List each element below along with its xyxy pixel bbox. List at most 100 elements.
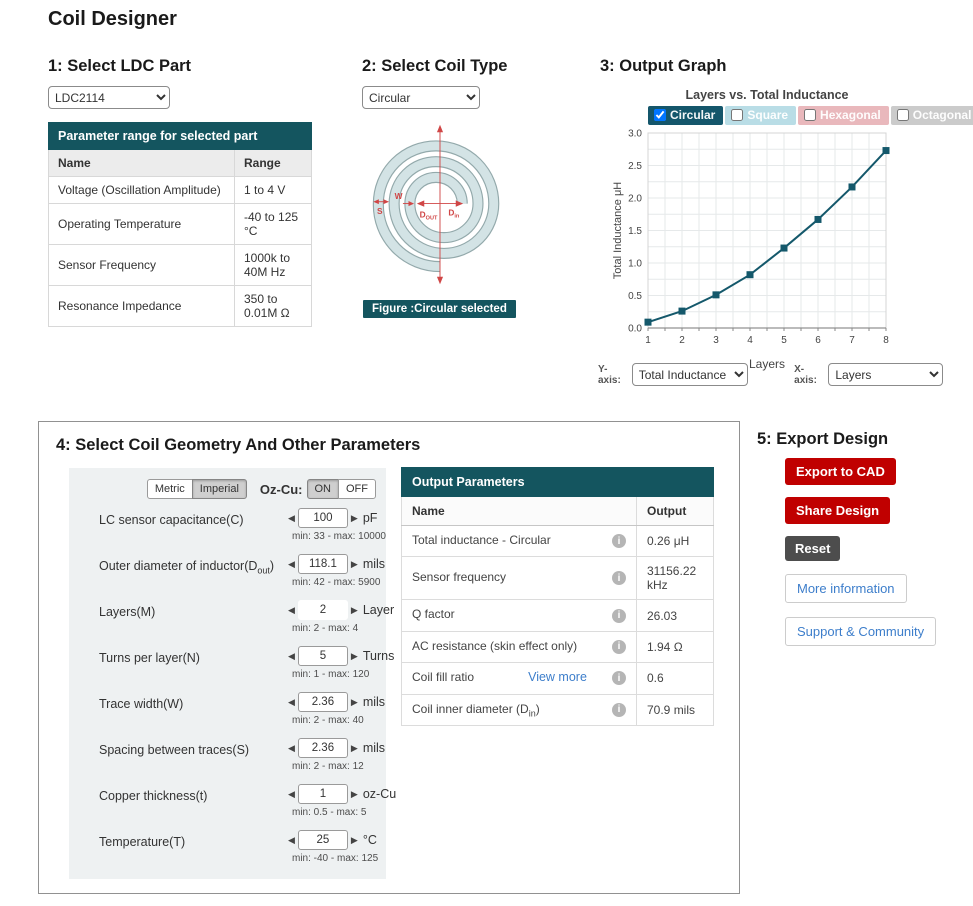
col-header-name: Name (48, 149, 235, 177)
decrement-arrow-icon[interactable]: ◀ (288, 742, 295, 753)
decrement-arrow-icon[interactable]: ◀ (288, 558, 295, 569)
range-hint: min: 42 - max: 5900 (292, 577, 381, 588)
legend-label: Octagonal (912, 108, 972, 122)
increment-arrow-icon[interactable]: ▶ (350, 696, 358, 707)
turns-stepper: ◀ ▶ Turns min: 1 - max: 120 (285, 646, 394, 680)
unit-toggles: Metric Imperial Oz-Cu: ON OFF (69, 479, 376, 499)
table-row: Voltage (Oscillation Amplitude) 1 to 4 V (48, 176, 312, 204)
unit-label: mils (362, 741, 386, 755)
section2-heading: 2: Select Coil Type (362, 57, 508, 75)
increment-arrow-icon[interactable]: ▶ (350, 742, 358, 753)
trace-width-input[interactable] (297, 692, 348, 712)
range-hint: min: -40 - max: 125 (292, 853, 379, 864)
unit-label: Turns (362, 649, 395, 663)
legend-toggle-octagonal[interactable]: Octagonal (890, 106, 973, 125)
unit-label: mils (362, 557, 386, 571)
row-name: Sensor Frequency (48, 244, 235, 286)
dimension-annotations (373, 124, 464, 285)
turns-input[interactable] (297, 646, 348, 666)
export-to-cad-button[interactable]: Export to CAD (785, 458, 896, 485)
parameter-range-table: Parameter range for selected part Name R… (48, 122, 312, 327)
hexagonal-checkbox[interactable] (804, 109, 817, 121)
copper-thickness-input[interactable] (297, 784, 348, 804)
info-icon[interactable]: i (612, 639, 626, 654)
param-label: Temperature(T) (99, 835, 186, 849)
increment-arrow-icon[interactable]: ▶ (350, 558, 358, 569)
share-design-button[interactable]: Share Design (785, 497, 891, 524)
row-name: Resonance Impedance (48, 285, 235, 327)
increment-arrow-icon[interactable]: ▶ (350, 834, 358, 845)
geometry-section: 4: Select Coil Geometry And Other Parame… (38, 421, 740, 894)
increment-arrow-icon[interactable]: ▶ (350, 604, 358, 615)
svg-text:5: 5 (781, 335, 787, 346)
ozcu-off-button[interactable]: OFF (338, 479, 376, 499)
layers-input[interactable] (297, 600, 348, 620)
output-table-title: Output Parameters (401, 467, 714, 497)
info-icon[interactable]: i (612, 671, 626, 686)
row-range: 350 to 0.01M Ω (234, 285, 312, 327)
svg-text:Total Inductance μH: Total Inductance μH (612, 182, 624, 280)
svg-text:2.0: 2.0 (628, 194, 642, 205)
more-information-button[interactable]: More information (785, 574, 907, 603)
info-icon[interactable]: i (612, 702, 626, 717)
support-community-button[interactable]: Support & Community (785, 617, 937, 646)
param-label: Spacing between traces(S) (99, 743, 250, 757)
temperature-input[interactable] (297, 830, 348, 850)
output-parameters-table: Output Parameters Name Output Total indu… (401, 467, 714, 726)
increment-arrow-icon[interactable]: ▶ (350, 788, 358, 799)
decrement-arrow-icon[interactable]: ◀ (288, 650, 295, 661)
increment-arrow-icon[interactable]: ▶ (350, 650, 358, 661)
ldc-part-select[interactable]: LDC2114 (48, 86, 170, 109)
decrement-arrow-icon[interactable]: ◀ (288, 604, 295, 615)
ozcu-on-button[interactable]: ON (306, 479, 339, 499)
param-row-turns: Turns per layer(N) ◀ ▶ Turns min: 1 - ma… (69, 646, 394, 680)
svg-text:6: 6 (815, 335, 821, 346)
copper-thickness-stepper: ◀ ▶ oz-Cu min: 0.5 - max: 5 (285, 784, 396, 818)
decrement-arrow-icon[interactable]: ◀ (288, 512, 295, 523)
svg-text:Din: Din (448, 208, 460, 220)
table-row: Sensor frequency i 31156.22 kHz (401, 556, 714, 601)
reset-button[interactable]: Reset (785, 536, 841, 561)
view-more-link[interactable]: View more (528, 670, 587, 684)
col-header-name: Name (401, 496, 637, 526)
decrement-arrow-icon[interactable]: ◀ (288, 696, 295, 707)
capacitance-input[interactable] (297, 508, 348, 528)
unit-label: pF (362, 511, 378, 525)
metric-button[interactable]: Metric (146, 479, 193, 499)
legend-label: Hexagonal (820, 108, 881, 122)
spacing-input[interactable] (297, 738, 348, 758)
imperial-button[interactable]: Imperial (191, 479, 247, 499)
trace-width-stepper: ◀ ▶ mils min: 2 - max: 40 (285, 692, 385, 726)
decrement-arrow-icon[interactable]: ◀ (288, 834, 295, 845)
outer-diameter-input[interactable] (297, 554, 348, 574)
decrement-arrow-icon[interactable]: ◀ (288, 788, 295, 799)
x-axis-select[interactable]: Layers (828, 363, 943, 386)
y-axis-label: Y-axis: (598, 363, 621, 386)
info-icon[interactable]: i (612, 534, 626, 549)
circular-checkbox[interactable] (654, 109, 666, 121)
increment-arrow-icon[interactable]: ▶ (350, 512, 358, 523)
svg-text:Layers: Layers (749, 357, 785, 371)
y-axis-select[interactable]: Total Inductance (631, 363, 749, 386)
x-axis-label: X-axis: (794, 363, 817, 386)
legend-toggle-square[interactable]: Square (725, 106, 797, 125)
coil-type-select[interactable]: Circular (362, 86, 480, 109)
row-name: Coil fill ratio (412, 670, 475, 685)
legend-toggle-circular[interactable]: Circular (648, 106, 724, 125)
param-label: Copper thickness(t) (99, 789, 208, 803)
row-range: 1000k to 40M Hz (234, 244, 312, 286)
octagonal-checkbox[interactable] (896, 109, 909, 121)
temperature-stepper: ◀ ▶ °C min: -40 - max: 125 (285, 830, 378, 864)
info-icon[interactable]: i (612, 571, 626, 586)
axis-selectors: Y-axis: Total Inductance X-axis: Layers (598, 363, 943, 386)
svg-text:1.0: 1.0 (628, 259, 642, 270)
section3-heading: 3: Output Graph (600, 57, 727, 75)
info-icon[interactable]: i (612, 608, 626, 623)
table-row: Operating Temperature -40 to 125 °C (48, 203, 312, 245)
svg-text:0.5: 0.5 (628, 291, 642, 302)
legend-toggle-hexagonal[interactable]: Hexagonal (798, 106, 889, 125)
table-row: AC resistance (skin effect only) i 1.94 Ω (401, 630, 714, 664)
export-actions: Export to CAD Share Design Reset More in… (785, 458, 937, 660)
range-hint: min: 33 - max: 10000 (292, 531, 386, 542)
square-checkbox[interactable] (731, 109, 744, 121)
